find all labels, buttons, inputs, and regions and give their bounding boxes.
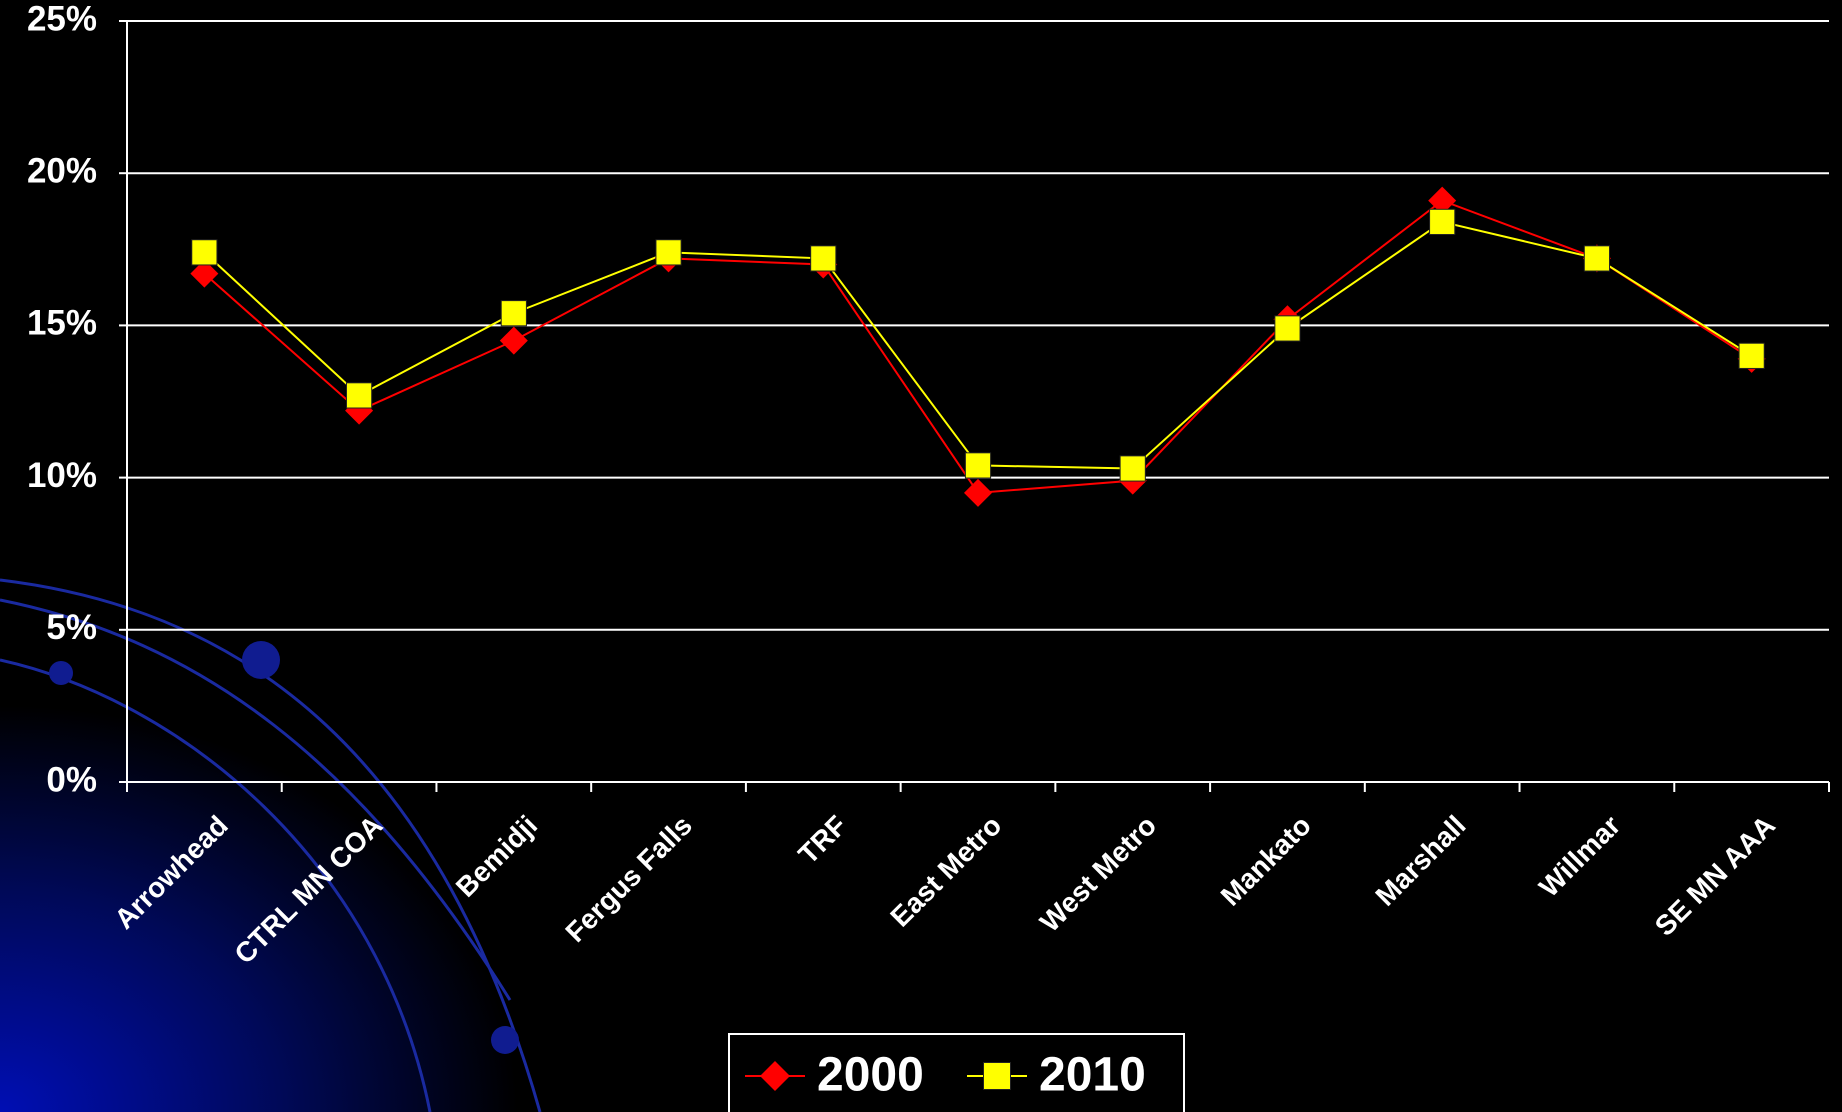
decoration-arcs <box>0 578 542 1112</box>
data-point <box>1583 245 1611 272</box>
data-point <box>964 452 992 479</box>
data-point <box>1274 315 1301 342</box>
legend-label: 2000 <box>817 1049 924 1102</box>
legend-marker <box>760 1061 790 1091</box>
data-point <box>964 478 992 507</box>
legend-box <box>728 1033 1185 1112</box>
data-point <box>500 300 527 327</box>
decoration-dot <box>242 641 280 679</box>
data-point <box>345 382 373 409</box>
y-tick-label: 10% <box>27 456 97 495</box>
data-point <box>1429 208 1456 236</box>
y-tick-label: 20% <box>27 151 97 190</box>
data-point <box>499 326 528 355</box>
legend-label: 2010 <box>1039 1049 1146 1102</box>
data-point <box>191 239 218 266</box>
data-point <box>655 239 682 266</box>
decoration-dot <box>491 1026 519 1054</box>
decoration-dot <box>49 661 73 685</box>
data-point <box>1428 186 1457 215</box>
legend-marker <box>983 1062 1011 1090</box>
y-tick-label: 15% <box>27 304 97 343</box>
decoration <box>0 570 690 1112</box>
y-tick-label: 25% <box>27 0 97 38</box>
y-tick-label: 0% <box>46 760 97 799</box>
data-point <box>1119 455 1146 482</box>
data-point <box>810 245 837 272</box>
data-point <box>190 259 219 288</box>
data-point <box>1738 342 1765 369</box>
y-tick-label: 5% <box>46 608 97 647</box>
